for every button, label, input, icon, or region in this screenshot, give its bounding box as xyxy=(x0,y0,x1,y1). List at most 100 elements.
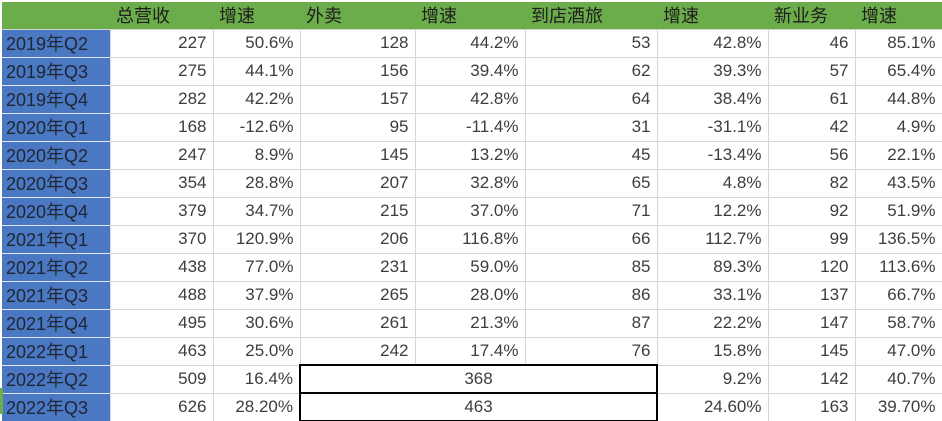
cell[interactable]: 40.7% xyxy=(855,365,942,394)
cell[interactable]: 509 xyxy=(110,365,214,394)
cell[interactable]: 21.3% xyxy=(415,309,526,338)
cell[interactable]: 120.9% xyxy=(213,225,301,254)
cell[interactable]: 157 xyxy=(300,85,416,114)
row-label-cell[interactable]: 2021年Q4 xyxy=(2,309,111,338)
row-label-cell[interactable]: 2019年Q4 xyxy=(2,85,111,114)
cell[interactable]: 44.2% xyxy=(415,29,526,58)
row-label-cell[interactable]: 2020年Q2 xyxy=(2,141,111,170)
cell[interactable]: 58.7% xyxy=(855,309,942,338)
cell[interactable]: 463 xyxy=(110,337,214,366)
cell[interactable]: 145 xyxy=(768,337,856,366)
cell[interactable]: 136.5% xyxy=(855,225,942,254)
row-label-cell[interactable]: 2020年Q1 xyxy=(2,113,111,142)
cell[interactable]: 207 xyxy=(300,169,416,198)
cell[interactable]: 42.8% xyxy=(657,29,769,58)
cell[interactable]: 13.2% xyxy=(415,141,526,170)
header-cell[interactable]: 新业务 xyxy=(768,2,855,30)
cell[interactable]: 44.8% xyxy=(855,85,942,114)
cell[interactable]: 163 xyxy=(768,393,856,421)
cell[interactable]: 168 xyxy=(110,113,214,142)
cell[interactable]: 22.2% xyxy=(657,309,769,338)
cell[interactable]: -11.4% xyxy=(415,113,526,142)
cell[interactable]: 37.9% xyxy=(213,281,301,310)
row-label-cell[interactable]: 2021年Q3 xyxy=(2,281,111,310)
cell[interactable]: 28.0% xyxy=(415,281,526,310)
header-cell[interactable]: 到店酒旅 xyxy=(525,2,657,30)
cell[interactable]: 65.4% xyxy=(855,57,942,86)
cell[interactable]: 242 xyxy=(300,337,416,366)
cell[interactable]: 82 xyxy=(768,169,856,198)
cell[interactable]: 24.60% xyxy=(657,393,769,421)
cell[interactable]: 30.6% xyxy=(213,309,301,338)
cell[interactable]: 9.2% xyxy=(657,365,769,394)
cell[interactable]: 22.1% xyxy=(855,141,942,170)
cell[interactable]: 38.4% xyxy=(657,85,769,114)
merged-cell[interactable]: 368 xyxy=(299,364,658,394)
cell[interactable]: 113.6% xyxy=(855,253,942,282)
cell[interactable]: 62 xyxy=(525,57,658,86)
cell[interactable]: 28.20% xyxy=(213,393,301,421)
cell[interactable]: 116.8% xyxy=(415,225,526,254)
row-label-cell[interactable]: 2021年Q2 xyxy=(2,253,111,282)
cell[interactable]: 261 xyxy=(300,309,416,338)
cell[interactable]: 76 xyxy=(525,337,658,366)
cell[interactable]: 42.2% xyxy=(213,85,301,114)
cell[interactable]: 33.1% xyxy=(657,281,769,310)
cell[interactable]: 25.0% xyxy=(213,337,301,366)
cell[interactable]: 206 xyxy=(300,225,416,254)
cell[interactable]: 71 xyxy=(525,197,658,226)
cell[interactable]: 137 xyxy=(768,281,856,310)
cell[interactable]: 4.8% xyxy=(657,169,769,198)
cell[interactable]: 495 xyxy=(110,309,214,338)
cell[interactable]: 34.7% xyxy=(213,197,301,226)
cell[interactable]: 50.6% xyxy=(213,29,301,58)
cell[interactable]: 56 xyxy=(768,141,856,170)
cell[interactable]: 215 xyxy=(300,197,416,226)
cell[interactable]: 145 xyxy=(300,141,416,170)
cell[interactable]: 45 xyxy=(525,141,658,170)
row-label-cell[interactable]: 2021年Q1 xyxy=(2,225,111,254)
cell[interactable]: 85 xyxy=(525,253,658,282)
row-label-cell[interactable]: 2020年Q3 xyxy=(2,169,111,198)
row-label-cell[interactable]: 2022年Q1 xyxy=(2,337,111,366)
cell[interactable]: 46 xyxy=(768,29,856,58)
cell[interactable]: 95 xyxy=(300,113,416,142)
cell[interactable]: 231 xyxy=(300,253,416,282)
cell[interactable]: 66 xyxy=(525,225,658,254)
cell[interactable]: 64 xyxy=(525,85,658,114)
cell[interactable]: 488 xyxy=(110,281,214,310)
cell[interactable]: 8.9% xyxy=(213,141,301,170)
cell[interactable]: 37.0% xyxy=(415,197,526,226)
cell[interactable]: 142 xyxy=(768,365,856,394)
merged-cell[interactable]: 463 xyxy=(299,392,658,421)
cell[interactable]: 42.8% xyxy=(415,85,526,114)
cell[interactable]: 92 xyxy=(768,197,856,226)
cell[interactable]: 61 xyxy=(768,85,856,114)
cell[interactable]: 99 xyxy=(768,225,856,254)
cell[interactable]: 59.0% xyxy=(415,253,526,282)
cell[interactable]: 85.1% xyxy=(855,29,942,58)
cell[interactable]: 227 xyxy=(110,29,214,58)
cell[interactable]: 12.2% xyxy=(657,197,769,226)
cell[interactable]: 65 xyxy=(525,169,658,198)
row-label-cell[interactable]: 2019年Q3 xyxy=(2,57,111,86)
cell[interactable]: 77.0% xyxy=(213,253,301,282)
header-cell[interactable]: 外卖 xyxy=(300,2,415,30)
cell[interactable]: 128 xyxy=(300,29,416,58)
cell[interactable]: 53 xyxy=(525,29,658,58)
cell[interactable]: -13.4% xyxy=(657,141,769,170)
cell[interactable]: 86 xyxy=(525,281,658,310)
cell[interactable]: 51.9% xyxy=(855,197,942,226)
cell[interactable]: 379 xyxy=(110,197,214,226)
cell[interactable]: 4.9% xyxy=(855,113,942,142)
header-cell[interactable]: 增速 xyxy=(855,2,942,30)
cell[interactable]: -31.1% xyxy=(657,113,769,142)
cell[interactable]: -12.6% xyxy=(213,113,301,142)
cell[interactable]: 89.3% xyxy=(657,253,769,282)
row-label-cell[interactable]: 2022年Q3 xyxy=(2,393,111,421)
cell[interactable]: 39.4% xyxy=(415,57,526,86)
header-cell[interactable]: 增速 xyxy=(213,2,300,30)
cell[interactable]: 47.0% xyxy=(855,337,942,366)
cell[interactable]: 147 xyxy=(768,309,856,338)
cell[interactable]: 265 xyxy=(300,281,416,310)
